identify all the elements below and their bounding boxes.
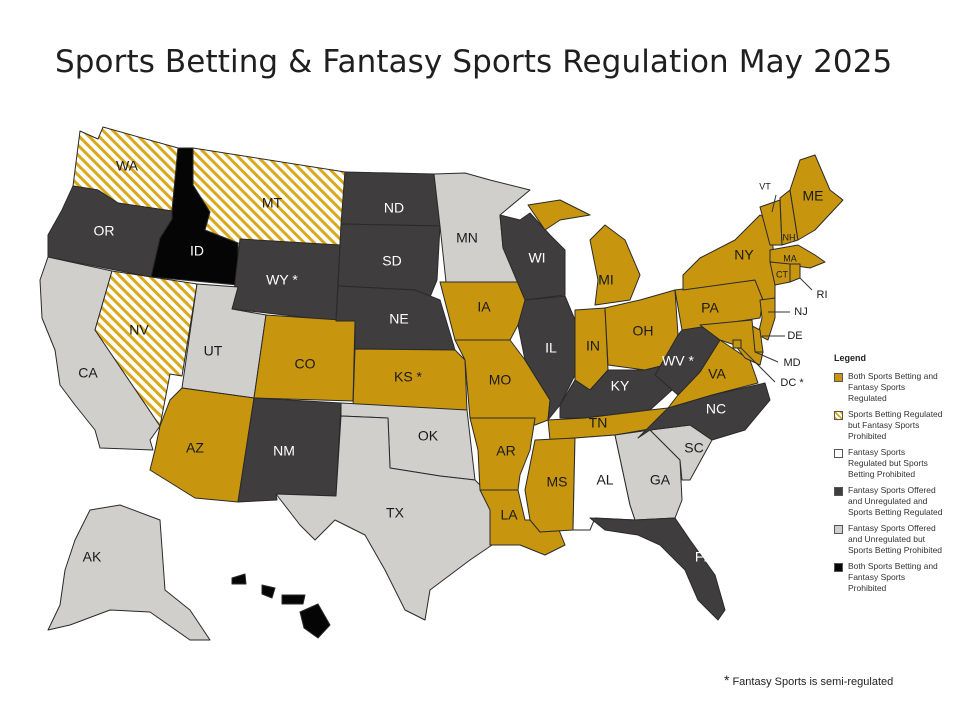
label-mn: MN (456, 230, 478, 246)
label-vt: VT (759, 181, 771, 191)
label-wy: WY * (266, 272, 298, 288)
legend-item: Both Sports Betting and Fantasy Sports P… (834, 561, 944, 594)
state-mi[interactable] (527, 199, 641, 306)
state-me[interactable] (789, 154, 844, 241)
legend-label: Fantasy Sports Offered and Unregulated a… (848, 485, 943, 517)
callout-leaders (740, 194, 813, 383)
label-la: LA (500, 507, 518, 523)
legend-swatch-unregulated-betting-prohibited (834, 525, 843, 534)
state-fl[interactable] (589, 517, 726, 621)
label-mo: MO (489, 372, 512, 388)
map-title: Sports Betting & Fantasy Sports Regulati… (55, 44, 893, 80)
state-ri[interactable] (789, 263, 801, 283)
label-id: ID (190, 243, 204, 259)
label-ma: MA (783, 253, 797, 263)
label-me: ME (803, 188, 824, 204)
state-hi[interactable] (231, 573, 331, 639)
label-wa: WA (116, 158, 139, 174)
label-md: MD (783, 357, 800, 369)
label-pa: PA (701, 300, 719, 316)
legend-swatch-unregulated-betting-regulated (834, 487, 843, 496)
state-ar[interactable] (469, 417, 536, 491)
label-al: AL (596, 472, 613, 488)
label-co: CO (295, 356, 316, 372)
label-ks: KS * (394, 369, 423, 385)
label-ia: IA (477, 299, 491, 315)
legend-swatch-both-prohibited (834, 563, 843, 572)
label-ut: UT (204, 343, 223, 359)
legend-item: Fantasy Sports Regulated but Sports Bett… (834, 447, 944, 480)
legend-item: Fantasy Sports Offered and Unregulated b… (834, 523, 944, 556)
legend-item: Both Sports Betting and Fantasy Sports R… (834, 371, 944, 404)
label-ri: RI (817, 289, 828, 301)
legend: Legend Both Sports Betting and Fantasy S… (834, 353, 944, 599)
label-ms: MS (547, 474, 568, 490)
legend-swatch-betting-only (834, 411, 843, 420)
label-sd: SD (382, 253, 401, 269)
label-nc: NC (706, 401, 726, 417)
state-ak[interactable] (47, 504, 211, 641)
label-nm: NM (273, 443, 295, 459)
legend-label: Both Sports Betting and Fantasy Sports P… (848, 561, 938, 593)
legend-label: Both Sports Betting and Fantasy Sports R… (848, 371, 938, 403)
label-wv: WV * (662, 353, 694, 369)
label-ca: CA (78, 365, 98, 381)
label-ak: AK (83, 549, 102, 565)
label-nj: NJ (794, 306, 807, 318)
legend-label: Fantasy Sports Regulated but Sports Bett… (848, 447, 928, 479)
label-dc: DC * (780, 377, 804, 389)
label-ct: CT (776, 269, 788, 279)
label-nh: NH (783, 232, 796, 242)
state-tx[interactable] (275, 415, 493, 621)
label-oh: OH (633, 323, 654, 339)
label-in: IN (586, 338, 600, 354)
state-ks[interactable] (352, 348, 468, 411)
label-ky: KY (611, 378, 630, 394)
legend-label: Sports Betting Regulated but Fantasy Spo… (848, 409, 943, 441)
footnote-text: Fantasy Sports is semi-regulated (732, 676, 894, 688)
label-va: VA (708, 366, 726, 382)
legend-swatch-both-regulated (834, 373, 843, 382)
legend-item: Fantasy Sports Offered and Unregulated a… (834, 485, 944, 518)
label-il: IL (545, 340, 557, 356)
legend-title: Legend (834, 353, 867, 363)
label-mi: MI (598, 272, 614, 288)
label-de: DE (787, 330, 802, 342)
label-nd: ND (384, 200, 404, 216)
label-fl: FL (695, 549, 712, 565)
state-wi[interactable] (499, 212, 566, 301)
label-nv: NV (129, 322, 149, 338)
state-nj[interactable] (757, 297, 776, 341)
label-az: AZ (186, 440, 204, 456)
legend-item: Sports Betting Regulated but Fantasy Spo… (834, 409, 944, 442)
footnote-star: * (724, 672, 730, 688)
label-ar: AR (496, 443, 515, 459)
label-hi: HI (274, 608, 288, 624)
state-il[interactable] (517, 295, 576, 421)
label-sc: SC (684, 440, 703, 456)
label-ny: NY (734, 247, 754, 263)
label-ga: GA (650, 472, 671, 488)
label-tn: TN (589, 415, 608, 431)
label-ne: NE (389, 311, 408, 327)
label-wi: WI (528, 250, 545, 266)
legend-swatch-fantasy-only (834, 449, 843, 458)
label-ok: OK (418, 428, 439, 444)
label-or: OR (94, 223, 115, 239)
label-tx: TX (386, 505, 405, 521)
state-la[interactable] (479, 489, 566, 556)
footnote: * Fantasy Sports is semi-regulated (724, 672, 893, 688)
label-mt: MT (262, 195, 283, 211)
state-dc[interactable] (732, 339, 742, 349)
legend-label: Fantasy Sports Offered and Unregulated b… (848, 523, 943, 555)
